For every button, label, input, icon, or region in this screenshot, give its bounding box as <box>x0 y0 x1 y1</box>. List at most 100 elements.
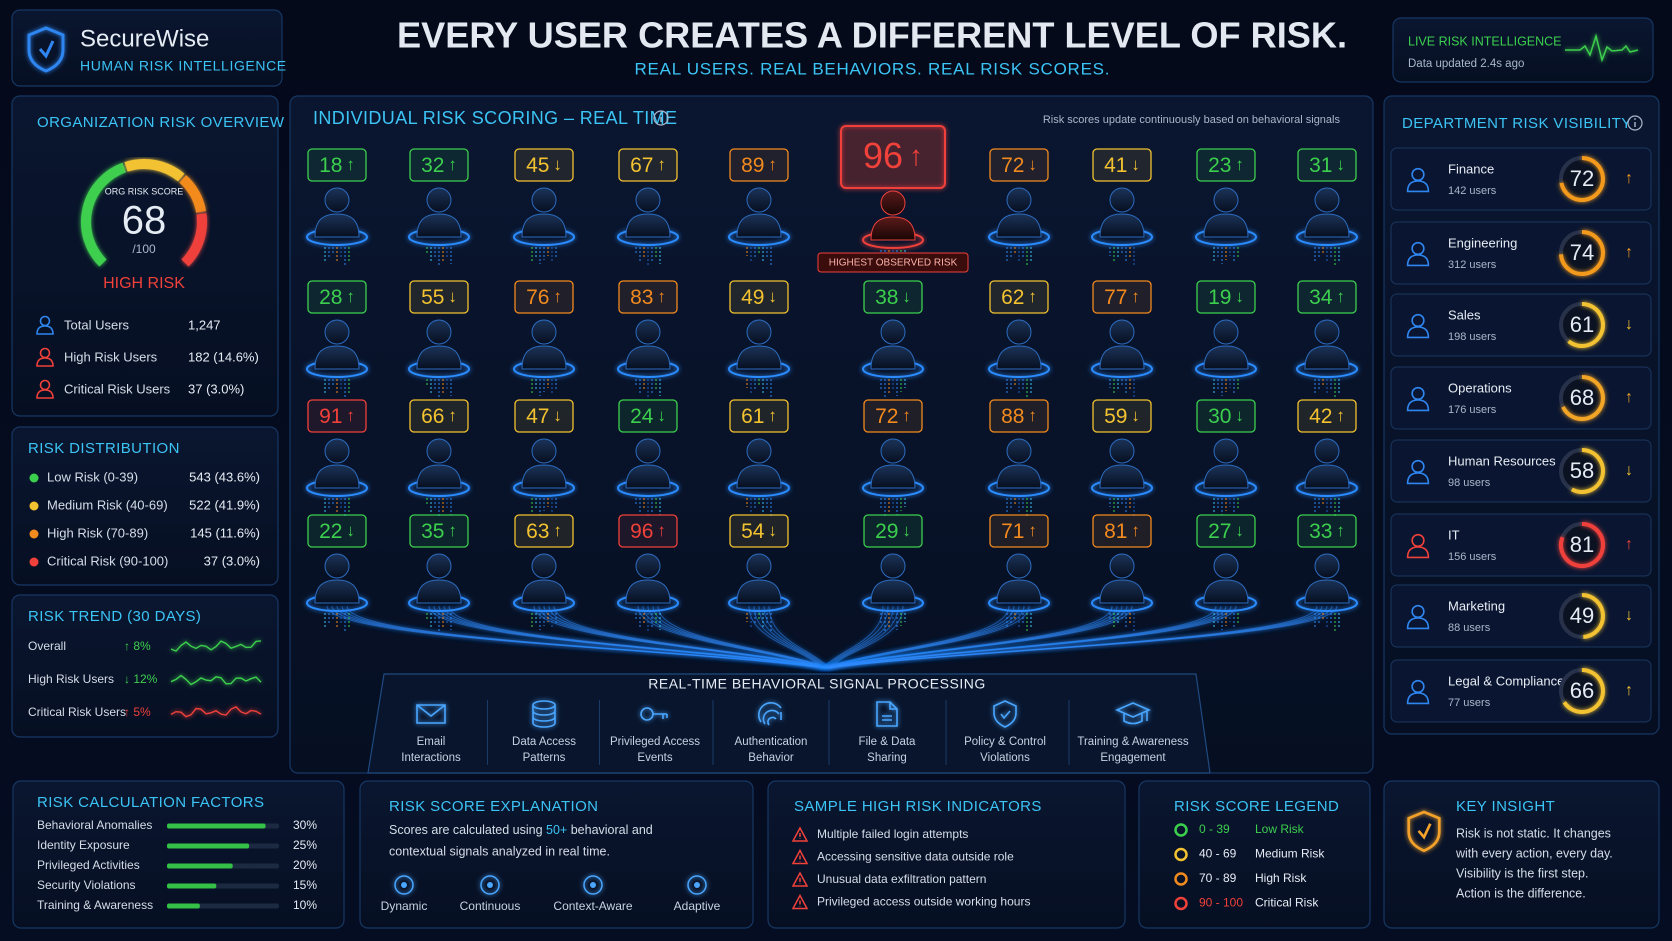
warning-icon <box>791 871 809 887</box>
signal-flow <box>827 605 1025 669</box>
score-arrow: ↑ <box>902 406 911 425</box>
insight-text: Risk is not static. It changes <box>1456 826 1611 840</box>
score-value: 59 <box>1104 405 1127 428</box>
avatar-head <box>531 438 557 464</box>
score-chip <box>1297 148 1357 182</box>
score-chip-text: 30 ↓ <box>1208 405 1244 428</box>
signal-title: REAL-TIME BEHAVIORAL SIGNAL PROCESSING <box>648 676 985 692</box>
signal-flow <box>821 605 1010 669</box>
score-chip-text: 38 ↓ <box>875 286 911 309</box>
score-value: 42 <box>1309 405 1332 428</box>
avatar-head <box>1213 187 1239 213</box>
score-chip <box>729 399 789 433</box>
stat-value: 1,247 <box>188 317 221 332</box>
factor-label: Privileged Activities <box>37 858 140 872</box>
department-name: Sales <box>1448 307 1481 322</box>
org-score: 68 <box>122 199 167 243</box>
score-chip-text: 34 ↑ <box>1309 286 1345 309</box>
department-score: 61 <box>1570 312 1594 337</box>
score-chip <box>1092 399 1152 433</box>
score-value: 22 <box>319 520 342 543</box>
score-chip <box>863 514 923 548</box>
factor-label: Identity Exposure <box>37 838 130 852</box>
person-icon <box>1406 254 1430 267</box>
avatar-head <box>531 319 557 345</box>
signal-flow <box>821 605 884 669</box>
score-chip <box>1092 280 1152 314</box>
department-name: IT <box>1448 527 1460 542</box>
score-arrow: ↑ <box>1336 521 1345 540</box>
shield-icon <box>38 40 55 59</box>
score-ring <box>1567 302 1605 348</box>
score-chip <box>514 514 574 548</box>
avatar-head <box>1314 187 1340 213</box>
signal-flow <box>346 605 831 669</box>
avatar-body <box>1099 345 1145 370</box>
department-name: Marketing <box>1448 598 1505 613</box>
section-title: RISK SCORE EXPLANATION <box>389 798 598 815</box>
avatar-head <box>324 438 350 464</box>
gauge-label: ORG RISK SCORE <box>105 186 184 196</box>
avatar-body <box>736 464 782 489</box>
score-chip-text: 35 ↑ <box>421 520 457 543</box>
department-card <box>1390 513 1652 577</box>
score-chip <box>1196 514 1256 548</box>
factor-bar <box>167 823 266 829</box>
score-arrow: ↓ <box>448 287 457 306</box>
score-chip-text: 54 ↓ <box>741 520 777 543</box>
department-trend: ↑ <box>1625 170 1633 187</box>
score-value: 72 <box>875 405 898 428</box>
score-arrow: ↑ <box>768 155 777 174</box>
indicator-text: Unusual data exfiltration pattern <box>817 872 986 886</box>
score-chip <box>307 514 367 548</box>
distribution-value: 522 (41.9%) <box>189 497 260 512</box>
score-chip-text: 76 ↑ <box>526 286 562 309</box>
score-arrow: ↓ <box>346 521 355 540</box>
person-icon <box>36 389 54 399</box>
factor-label: Training & Awareness <box>37 898 153 912</box>
insight-text: Visibility is the first step. <box>1456 866 1588 880</box>
score-arrow: ↓ <box>1131 406 1140 425</box>
score-arrow: ↑ <box>1235 155 1244 174</box>
department-name: Human Resources <box>1448 453 1556 468</box>
avatar-body <box>416 579 462 604</box>
score-chip <box>729 514 789 548</box>
panel <box>11 95 279 417</box>
legend-range: 90 - 100 <box>1199 896 1243 910</box>
factor-value: 10% <box>293 898 317 912</box>
score-chip-text: 59 ↓ <box>1104 405 1140 428</box>
score-arrow: ↑ <box>346 155 355 174</box>
tag-icon <box>401 882 407 888</box>
score-arrow: ↓ <box>1235 521 1244 540</box>
avatar-head <box>324 187 350 213</box>
score-chip-text: 29 ↓ <box>875 520 911 543</box>
avatar-head <box>880 438 906 464</box>
avatar-body <box>314 579 360 604</box>
signal-label: Policy & Control <box>964 736 1046 748</box>
score-chip <box>409 148 469 182</box>
gauge-segment <box>181 213 207 267</box>
panel <box>289 95 1374 774</box>
department-card <box>1390 366 1652 430</box>
avatar-head <box>1314 553 1340 579</box>
avatar-head <box>1006 319 1032 345</box>
score-chip-text: 31 ↓ <box>1309 154 1345 177</box>
avatar-body <box>736 579 782 604</box>
avatar-body <box>314 464 360 489</box>
trend-label: High Risk Users <box>28 672 114 686</box>
avatar-head <box>1213 553 1239 579</box>
department-trend: ↓ <box>1625 462 1633 479</box>
score-arrow: ↑ <box>346 287 355 306</box>
legend-ring <box>1174 823 1188 837</box>
score-chip-text: 22 ↓ <box>319 520 355 543</box>
explanation-text: behavioral and <box>567 823 653 837</box>
avatar-body <box>1304 464 1350 489</box>
avatar-head <box>324 553 350 579</box>
score-arrow: ↑ <box>1028 287 1037 306</box>
signal-label: Privileged Access <box>610 736 700 748</box>
signal-label: File & Data <box>859 736 916 748</box>
score-ring <box>1570 448 1605 494</box>
tag-label: Context-Aware <box>553 899 632 913</box>
signal-label: Violations <box>980 752 1030 764</box>
